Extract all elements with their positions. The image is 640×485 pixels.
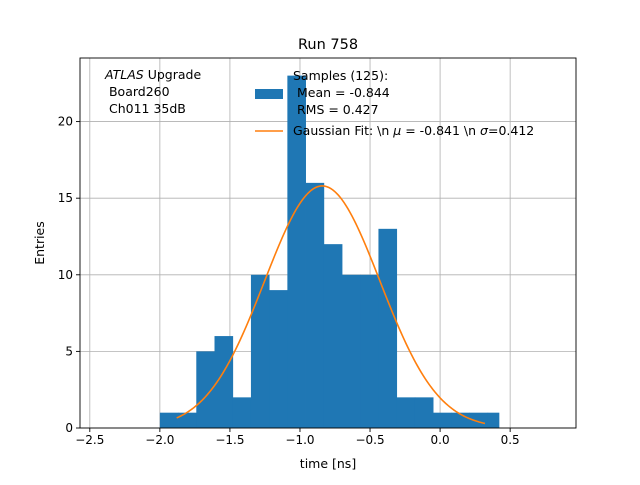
chart-title: Run 758 <box>298 37 358 53</box>
legend-fit-sigma-symbol: σ <box>480 123 489 138</box>
legend-fit-prefix: Gaussian Fit: \n <box>293 123 393 138</box>
y-tick-label: 0 <box>65 421 73 435</box>
y-tick-label: 5 <box>65 344 73 358</box>
histogram-bar <box>342 274 361 428</box>
histogram-bar <box>378 228 398 428</box>
x-axis-label: time [ns] <box>300 456 356 471</box>
legend: Samples (125): Mean = -0.844 RMS = 0.427… <box>255 68 534 138</box>
legend-fit-label: Gaussian Fit: \n μ = -0.841 \n σ=0.412 <box>293 123 534 138</box>
legend-samples-label: Samples (125): <box>293 68 388 83</box>
y-tick-label: 15 <box>58 191 73 205</box>
x-tick-label: −0.5 <box>355 433 384 447</box>
histogram-bar <box>360 274 379 428</box>
histogram-bar <box>287 75 306 428</box>
y-axis-label: Entries <box>32 221 47 265</box>
x-tick-label: −1.5 <box>215 433 244 447</box>
legend-histogram-swatch <box>255 89 283 99</box>
annotation-line-1: ATLAS Upgrade <box>104 67 201 82</box>
x-tick-label: −1.0 <box>285 433 314 447</box>
annotation-line-2: Board260 <box>105 84 170 99</box>
histogram-bar <box>323 244 343 428</box>
legend-mean-label: Mean = -0.844 <box>293 85 390 100</box>
y-tick-label: 20 <box>58 115 73 129</box>
histogram-bar <box>414 397 434 428</box>
histogram-bar <box>214 336 234 428</box>
y-tick-label: 10 <box>58 268 73 282</box>
histogram-bar <box>396 397 416 428</box>
histogram-bars <box>159 75 500 428</box>
x-tick-label: 0.5 <box>501 433 520 447</box>
histogram-bar <box>232 397 252 428</box>
histogram-bar <box>269 290 288 428</box>
axis-ticks: −2.5 −2.0 −1.5 −1.0 −0.5 0.0 0.5 0 5 10 15 20 <box>58 115 520 447</box>
legend-rms-label: RMS = 0.427 <box>293 102 379 117</box>
annotation-atlas-italic: ATLAS <box>104 67 144 82</box>
atlas-annotation: ATLAS Upgrade Board260 Ch011 35dB <box>104 67 201 116</box>
histogram-bar <box>159 412 179 428</box>
histogram-bar <box>178 412 197 428</box>
histogram-bar <box>196 351 215 428</box>
plot-frame <box>79 57 577 429</box>
x-tick-label: 0.0 <box>431 433 450 447</box>
annotation-line-3: Ch011 35dB <box>105 101 186 116</box>
legend-fit-sigma-value: =0.412 <box>488 123 534 138</box>
histogram-bar <box>469 412 489 428</box>
histogram-bar <box>305 182 325 428</box>
legend-fit-mu-value: = -0.841 \n <box>401 123 480 138</box>
gaussian-fit-curve <box>176 185 486 425</box>
histogram-bar <box>487 412 500 428</box>
x-tick-label: −2.5 <box>75 433 104 447</box>
histogram-bar <box>250 274 270 428</box>
x-tick-label: −2.0 <box>145 433 174 447</box>
histogram-bar <box>433 412 452 428</box>
annotation-upgrade: Upgrade <box>144 67 202 82</box>
legend-fit-mu-symbol: μ <box>392 123 401 138</box>
